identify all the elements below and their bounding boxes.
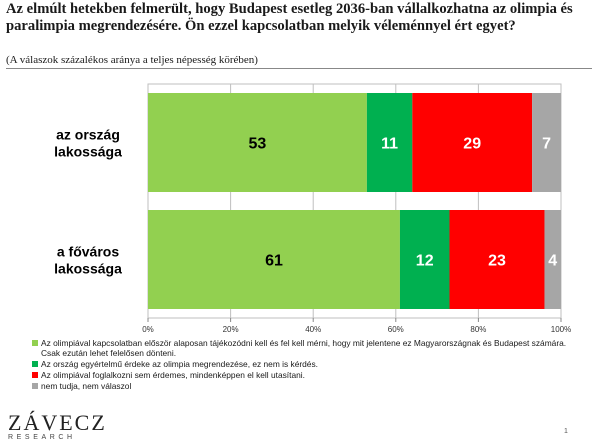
bar-segment [449,210,545,309]
x-tick-label: 40% [305,325,321,334]
legend-item: Az ország egyértelmű érdeke az olimpia m… [32,359,572,369]
data-label: 11 [381,136,398,153]
bar-segment [148,93,367,192]
legend-label: Az olimpiával foglalkozni sem érdemes, m… [41,370,305,380]
legend-label: Az olimpiával kapcsolatban először alapo… [41,338,567,358]
logo-sub-text: RESEARCH [8,434,76,441]
legend-swatch [32,383,38,389]
legend-item: nem tudja, nem válaszol [32,381,572,391]
category-label: az ország lakossága [54,127,122,160]
x-tick-label: 60% [388,325,404,334]
x-tick-label: 100% [551,325,571,334]
legend-item: Az olimpiával kapcsolatban először alapo… [32,338,572,358]
bar-segment [366,93,413,192]
bar-segment [532,93,561,192]
category-label: a főváros lakossága [54,244,122,277]
bar-segment [148,210,400,309]
data-label: 53 [249,136,267,153]
legend-swatch [32,372,38,378]
data-label: 61 [265,253,283,270]
x-tick-label: 80% [470,325,486,334]
bar-segment [399,210,450,309]
chart-legend: Az olimpiával kapcsolatban először alapo… [32,338,572,392]
page-subtitle: (A válaszok százalékos aránya a teljes n… [6,54,258,66]
bar-segment [544,210,561,309]
data-label: 4 [548,253,557,270]
legend-item: Az olimpiával foglalkozni sem érdemes, m… [32,370,572,380]
zavecz-logo: ZÁVECZ RESEARCH [8,410,107,442]
data-label: 7 [542,136,551,153]
bar-segment [412,93,533,192]
title-divider [6,68,592,69]
data-label: 23 [488,253,506,270]
legend-swatch [32,361,38,367]
legend-swatch [32,340,38,346]
data-label: 12 [416,253,434,270]
x-tick-label: 20% [223,325,239,334]
page-title: Az elmúlt hetekben felmerült, hogy Budap… [6,1,573,34]
legend-label: Az ország egyértelmű érdeke az olimpia m… [41,359,318,369]
logo-main-text: ZÁVECZ [8,410,107,435]
data-label: 29 [463,136,481,153]
x-tick-label: 0% [142,325,154,334]
page-number: 1 [564,428,568,435]
legend-label: nem tudja, nem válaszol [41,381,132,391]
